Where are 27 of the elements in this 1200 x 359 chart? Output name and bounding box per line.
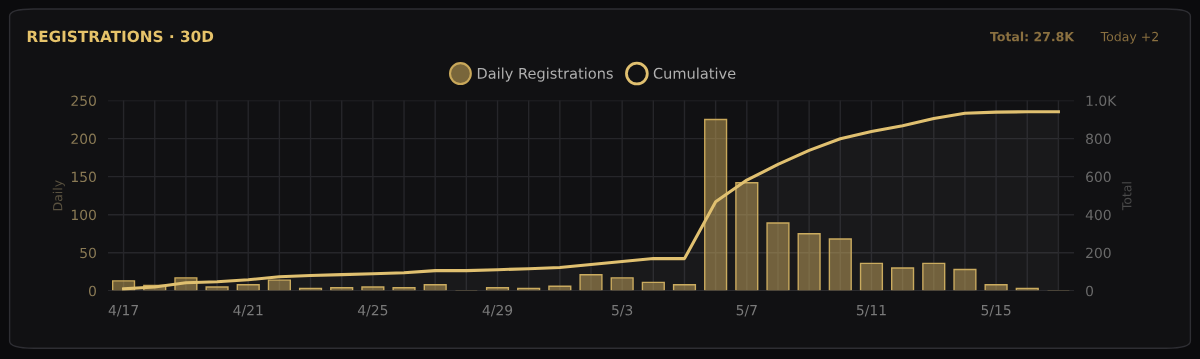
x-tick-label: 5/7 [736, 305, 757, 317]
y-axis-title: Daily [52, 180, 65, 211]
x-tick-label: 4/17 [108, 305, 138, 317]
y2-tick-label: 400 [1085, 209, 1111, 221]
y-tick-label: 250 [71, 95, 96, 106]
x-tick-label: 5/15 [981, 305, 1011, 317]
x-tick-label: 5/3 [612, 304, 633, 317]
text: Total: 27.8K [990, 31, 1075, 42]
legend-label: Cumulative [653, 67, 736, 79]
y2-axis-title: Total [1121, 182, 1132, 211]
x-tick-label: 4/29 [482, 304, 513, 317]
y2-tick-label: 600 [1086, 171, 1111, 183]
y2-tick-label: 0 [1086, 285, 1094, 297]
x-tick-label: 4/25 [357, 304, 388, 317]
x-tick-label: 5/11 [856, 305, 886, 317]
x-tick-label: 4/21 [233, 304, 263, 317]
y-tick-label: 50 [80, 247, 96, 259]
chart-title: REGISTRATIONS · 30D [27, 30, 214, 43]
legend-label: Daily Registrations [477, 67, 613, 82]
text: Today +2 [1100, 31, 1158, 44]
y-tick-label: 0 [88, 285, 96, 297]
y2-tick-label: 1.0K [1086, 95, 1117, 106]
y-tick-label: 200 [71, 133, 96, 145]
y2-tick-label: 200 [1086, 247, 1111, 259]
y-tick-label: 150 [71, 171, 96, 183]
y2-tick-label: 800 [1086, 133, 1111, 145]
y-tick-label: 100 [71, 209, 96, 221]
